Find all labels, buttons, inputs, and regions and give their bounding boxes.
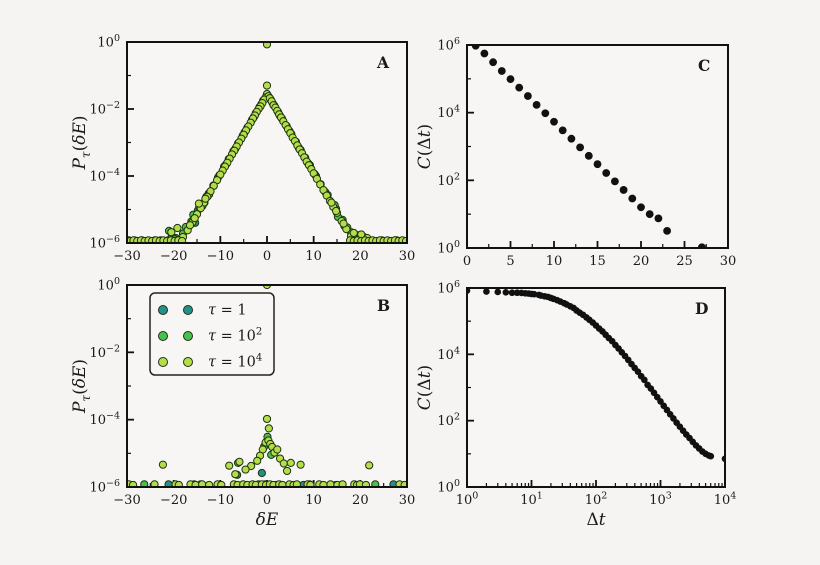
x-tick-label: 15: [589, 254, 606, 269]
plot-background: [467, 45, 728, 248]
x-tick-label: 5: [506, 254, 514, 269]
x-tick-label: 0: [263, 249, 271, 264]
legend: τ = 1 τ = 102 τ = 104: [149, 292, 275, 376]
x-tick-label: 0: [263, 493, 271, 508]
plot-background: [467, 288, 725, 487]
x-tick-label: −20: [160, 249, 187, 264]
series-tau-10-4: [127, 42, 407, 243]
legend-label: τ = 1: [208, 303, 247, 319]
y-tick-label: 106: [437, 279, 460, 296]
legend-marker: [158, 331, 168, 341]
x-tick-label: 0: [463, 254, 471, 269]
axes-frame: [126, 41, 408, 244]
chart-panel-c: 0 5 10 15 20 25 30 106 104 102 100 C C(Δt): [415, 36, 737, 269]
x-tick-label: 30: [720, 254, 737, 269]
axes-frame: [466, 44, 729, 249]
y-axis-label: Pτ(δE): [70, 115, 93, 170]
y-axis-label: Pτ(δE): [70, 359, 93, 414]
y-tick-label: 100: [97, 276, 120, 293]
y-tick-label: 10−4: [89, 167, 120, 184]
y-tick-label: 10−4: [89, 411, 120, 428]
series-tau-10-4: [127, 285, 407, 487]
y-tick-label: 10−6: [89, 234, 120, 251]
y-tick-label: 10−6: [89, 478, 120, 495]
x-tick-label: −20: [160, 493, 187, 508]
chart-panel-a: −30 −20 −10 0 10 20 30 100 10−2 10−4 10−6 A Pτ(δE): [70, 33, 416, 264]
panel-letter: A: [376, 53, 390, 72]
y-axis-label: C(Δt): [415, 365, 435, 410]
series-c-dt-: [471, 45, 706, 248]
x-tick-label: 20: [352, 249, 369, 264]
axes-frame: [466, 287, 726, 488]
y-tick-label: 100: [437, 478, 460, 495]
y-axis-label: C(Δt): [415, 124, 435, 169]
y-tick-label: 10−2: [89, 343, 120, 360]
y-tick-label: 102: [437, 412, 460, 429]
legend-marker: [158, 357, 168, 367]
x-tick-label: 104: [714, 491, 737, 508]
x-tick-label: 102: [585, 491, 608, 508]
y-tick-label: 104: [437, 104, 460, 121]
x-tick-label: 10: [305, 493, 322, 508]
plot-background: [127, 42, 407, 243]
x-axis-label: δE: [256, 510, 279, 530]
legend-marker: [158, 305, 168, 315]
chart-panel-b: −30 −20 −10 0 10 20 30 100 10−2 10−4 10−6 B Pτ(δE) δE…: [70, 276, 416, 530]
y-tick-label: 10−2: [89, 100, 120, 117]
panel-letter: D: [695, 299, 708, 318]
x-tick-label: 20: [633, 254, 650, 269]
chart-panel-d: 100 101 102 103 104 106 104 102 100 D C(Δt) Δt: [415, 279, 737, 530]
x-tick-label: 25: [676, 254, 693, 269]
x-tick-label: 10: [305, 249, 322, 264]
panel-letter: B: [377, 296, 390, 315]
y-tick-label: 102: [437, 171, 460, 188]
x-tick-label: 101: [520, 491, 543, 508]
legend-label: τ = 102: [208, 326, 262, 344]
y-tick-label: 104: [437, 345, 460, 362]
panel-letter: C: [698, 56, 710, 75]
axes-frame: [126, 284, 408, 488]
x-tick-label: 10: [546, 254, 563, 269]
legend-box: [149, 292, 275, 376]
x-tick-label: −10: [207, 493, 234, 508]
x-tick-label: 30: [399, 493, 416, 508]
y-tick-label: 106: [437, 36, 460, 53]
x-tick-label: −30: [113, 249, 140, 264]
y-tick-label: 100: [437, 239, 460, 256]
x-axis-label: Δt: [586, 510, 605, 530]
x-tick-label: 103: [649, 491, 672, 508]
x-tick-label: 30: [399, 249, 416, 264]
legend-marker: [183, 357, 193, 367]
x-tick-label: 100: [456, 491, 479, 508]
x-tick-label: −30: [113, 493, 140, 508]
series-c-dt-: [467, 288, 725, 463]
legend-marker: [183, 305, 193, 315]
legend-marker: [183, 331, 193, 341]
legend-label: τ = 104: [208, 352, 262, 370]
x-tick-label: −10: [207, 249, 234, 264]
y-tick-label: 100: [97, 33, 120, 50]
x-tick-label: 20: [352, 493, 369, 508]
